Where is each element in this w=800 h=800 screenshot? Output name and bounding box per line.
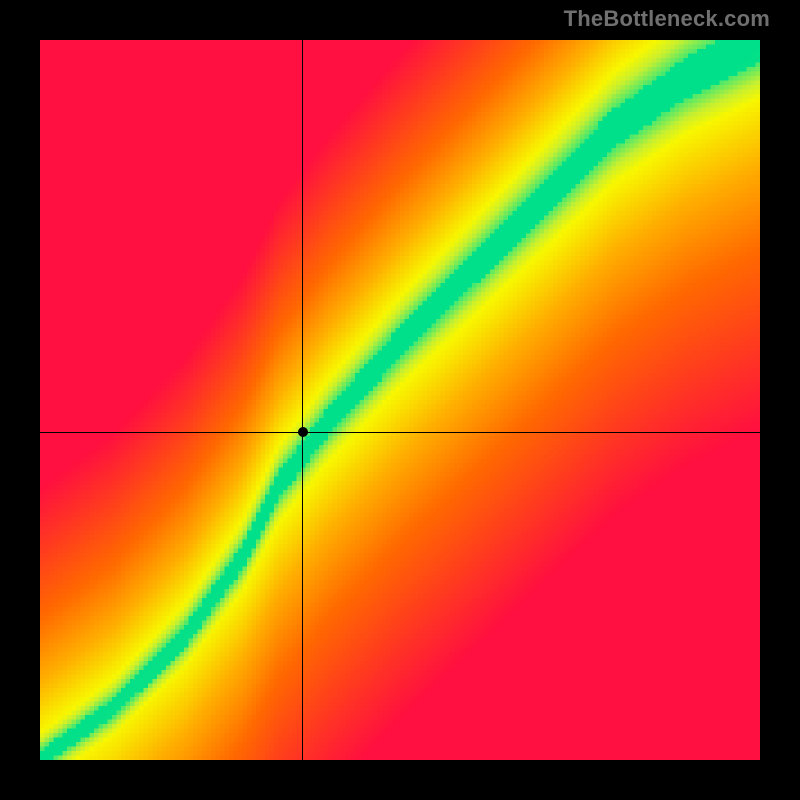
chart-container: TheBottleneck.com [0, 0, 800, 800]
watermark-text: TheBottleneck.com [564, 6, 770, 32]
heatmap-canvas [40, 40, 760, 760]
crosshair-vertical [302, 40, 303, 760]
crosshair-horizontal [40, 432, 760, 433]
